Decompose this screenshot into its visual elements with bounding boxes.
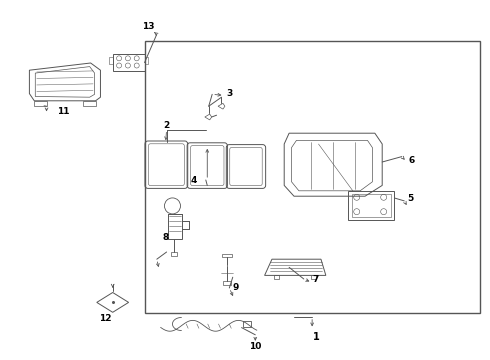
Text: 4: 4 [191, 176, 197, 185]
Bar [352, 194, 391, 217]
Bar [83, 101, 96, 106]
Text: 3: 3 [226, 89, 232, 98]
Text: 11: 11 [57, 107, 70, 116]
Bar [274, 275, 279, 279]
Bar [145, 41, 480, 313]
Text: 7: 7 [313, 275, 319, 284]
Bar [109, 57, 113, 64]
Bar [223, 281, 231, 285]
Bar [222, 254, 232, 257]
Text: 6: 6 [409, 156, 415, 165]
Text: 1: 1 [313, 332, 319, 342]
Bar [311, 275, 316, 279]
Bar [243, 321, 251, 327]
Text: 2: 2 [164, 121, 170, 130]
Text: 13: 13 [142, 22, 154, 31]
Text: 9: 9 [232, 284, 239, 292]
Bar [113, 54, 145, 71]
Bar [348, 191, 394, 220]
Bar [145, 57, 148, 64]
Text: 5: 5 [408, 194, 414, 203]
Bar [171, 252, 177, 256]
Text: 8: 8 [163, 233, 169, 242]
Bar [168, 214, 182, 239]
Bar [34, 101, 47, 106]
Text: 10: 10 [248, 342, 261, 351]
Text: 12: 12 [99, 314, 112, 323]
